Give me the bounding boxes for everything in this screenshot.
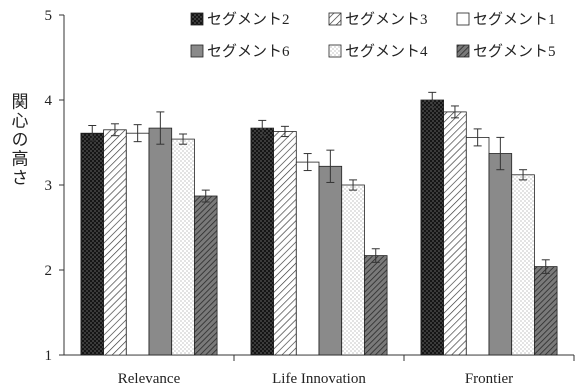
bar (420, 99, 444, 356)
bar (171, 138, 195, 356)
legend-label: セグメント4 (345, 43, 428, 60)
x-category-label: Relevance (118, 371, 181, 387)
y-ticks: 1 2 3 4 5 (45, 8, 64, 364)
y-tick-label: 5 (45, 8, 53, 24)
y-tick-label: 4 (45, 93, 53, 109)
bar (318, 165, 343, 356)
legend-swatch (328, 44, 342, 58)
legend-swatch (190, 44, 204, 58)
bar (295, 161, 320, 356)
bar (534, 266, 558, 356)
bar (511, 174, 535, 356)
legend-label: セグメント3 (345, 11, 428, 28)
bar (273, 131, 297, 356)
legend-label: セグメント6 (207, 43, 290, 60)
legend-label: セグメント5 (473, 43, 556, 60)
bar (103, 129, 127, 356)
legend-swatch (328, 12, 342, 26)
y-tick-label: 3 (45, 178, 53, 194)
bar (80, 132, 105, 356)
legend: セグメント2 セグメント3 セグメント1 セグメント6 セグメント4 セグメント5 (190, 11, 556, 60)
legend-swatch (190, 12, 204, 26)
bar (465, 136, 490, 356)
legend-label: セグメント1 (473, 11, 556, 28)
y-tick-label: 2 (45, 263, 53, 279)
bar (125, 132, 150, 356)
bar (193, 195, 218, 356)
legend-swatch (456, 12, 470, 26)
bar (443, 111, 467, 356)
x-category-label: Frontier (465, 371, 513, 387)
x-category-labels: Relevance Life Innovation Frontier (118, 371, 513, 387)
bar (250, 127, 274, 356)
bar (148, 127, 173, 356)
error-bars (88, 91, 550, 274)
y-tick-label: 1 (45, 348, 53, 364)
x-category-label: Life Innovation (272, 371, 366, 387)
bar (488, 153, 513, 356)
bar (363, 255, 388, 356)
bars (80, 99, 558, 356)
legend-swatch (456, 44, 470, 58)
bar (341, 184, 365, 356)
legend-label: セグメント2 (207, 11, 290, 28)
y-axis-label: 関心の高さ (9, 93, 29, 188)
